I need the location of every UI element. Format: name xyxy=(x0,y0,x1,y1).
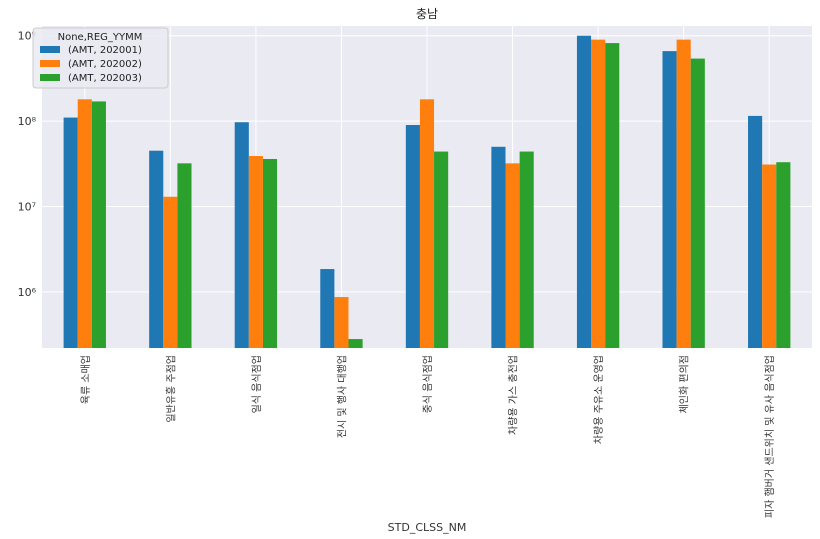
bar xyxy=(491,146,506,348)
bar xyxy=(334,297,349,348)
bar xyxy=(676,39,691,348)
y-tick-label: 10⁷ xyxy=(18,200,36,213)
bar xyxy=(320,269,335,348)
legend-entries: (AMT, 202001) (AMT, 202002) (AMT, 202003) xyxy=(40,45,142,84)
x-tick-label: 육류 소매업 xyxy=(79,355,92,404)
x-tick-label: 차량용 주유소 운영업 xyxy=(592,355,605,444)
x-tick-label: 피자 햄버거 샌드위치 및 유사 음식점업 xyxy=(763,355,776,518)
bar xyxy=(505,163,520,348)
bar xyxy=(690,58,705,349)
bar xyxy=(776,162,791,348)
bar xyxy=(163,196,178,348)
bar xyxy=(434,151,449,348)
x-tick-label: 전시 및 행사 대행업 xyxy=(335,355,348,438)
bar xyxy=(662,51,677,348)
x-tick-label: 차량용 가스 충전업 xyxy=(507,355,520,435)
bar xyxy=(405,125,420,348)
y-tick-label: 10⁶ xyxy=(18,286,37,299)
x-tick-label: 중식 음식점업 xyxy=(421,355,434,413)
legend-box xyxy=(32,27,169,89)
bar xyxy=(576,35,592,348)
bar xyxy=(748,115,763,348)
bar xyxy=(348,339,363,348)
legend-label: (AMT, 202001) xyxy=(68,45,142,56)
x-axis-ticks: 육류 소매업 일반유흥 주점업 일식 음식점업 전시 및 행사 대행업 중식 음식점업 차… xyxy=(79,355,776,518)
y-tick-label: 10⁹ xyxy=(18,30,36,43)
y-axis-ticks: 10⁶ 10⁷ 10⁸ 10⁹ xyxy=(18,30,37,299)
bar xyxy=(77,99,92,348)
legend-swatch xyxy=(40,46,60,53)
bar xyxy=(762,164,777,348)
bar xyxy=(519,151,534,348)
bar xyxy=(591,39,606,348)
bar xyxy=(234,122,249,349)
legend: None,REG_YYMM (AMT, 202001) (AMT, 202002)… xyxy=(32,27,169,89)
bar xyxy=(605,43,620,348)
bar xyxy=(149,150,164,348)
legend-swatch xyxy=(40,60,60,67)
bar xyxy=(248,156,263,348)
x-tick-label: 일반유흥 주점업 xyxy=(164,355,177,423)
legend-title: None,REG_YYMM xyxy=(58,32,143,43)
x-tick-label: 일식 음식점업 xyxy=(250,355,263,413)
bar xyxy=(91,101,106,348)
bar xyxy=(63,117,78,349)
bar xyxy=(419,99,435,348)
bar xyxy=(177,163,192,348)
y-tick-label: 10⁸ xyxy=(18,115,37,128)
bars xyxy=(63,35,791,349)
legend-label: (AMT, 202003) xyxy=(68,73,142,84)
x-tick-label: 체인화 편의점 xyxy=(679,355,691,413)
bar xyxy=(262,158,278,348)
legend-label: (AMT, 202002) xyxy=(68,59,142,70)
legend-swatch xyxy=(40,74,60,81)
x-axis-label: STD_CLSS_NM xyxy=(388,521,467,534)
chart-title: 충남 xyxy=(416,7,438,21)
